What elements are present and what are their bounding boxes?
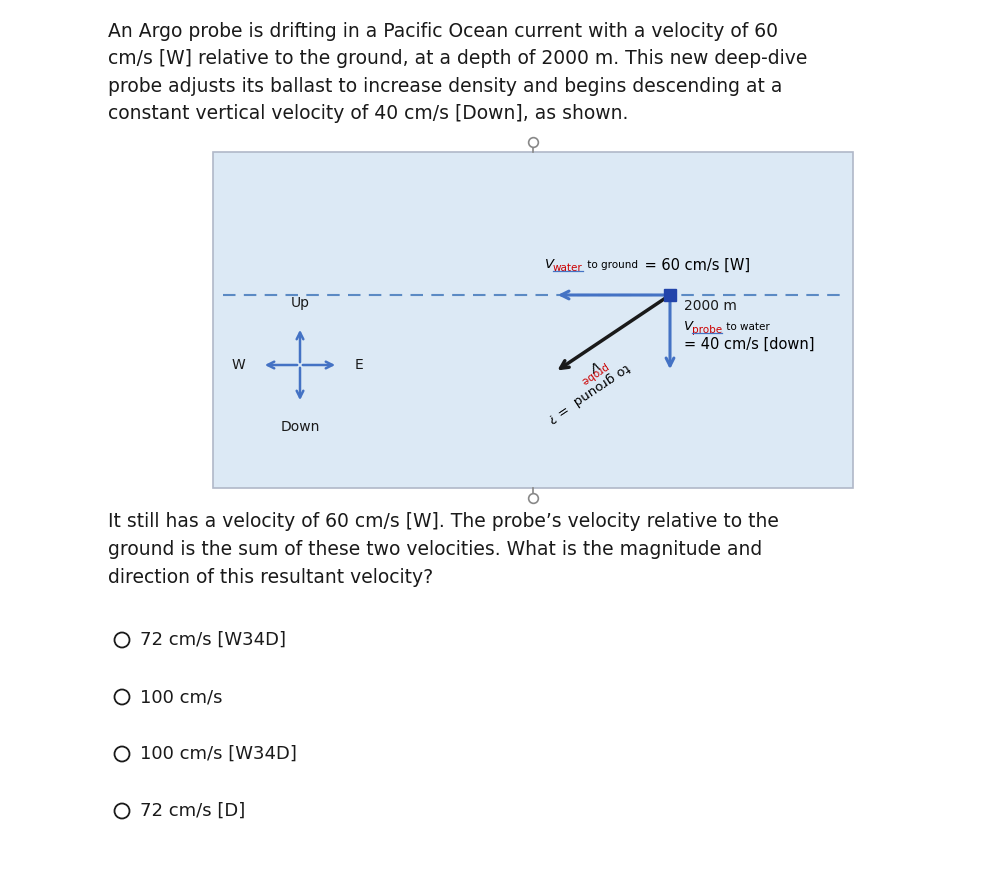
Circle shape bbox=[114, 690, 129, 704]
Text: V: V bbox=[585, 358, 600, 374]
Text: = 40 cm/s [down]: = 40 cm/s [down] bbox=[684, 337, 814, 352]
Text: probe: probe bbox=[692, 325, 722, 335]
Text: = 60 cm/s [W]: = 60 cm/s [W] bbox=[640, 257, 750, 272]
Text: 72 cm/s [W34D]: 72 cm/s [W34D] bbox=[140, 631, 286, 649]
Text: 100 cm/s: 100 cm/s bbox=[140, 688, 223, 706]
Text: to ground: to ground bbox=[584, 260, 638, 270]
Text: V: V bbox=[545, 258, 554, 271]
Text: E: E bbox=[355, 358, 364, 372]
Bar bbox=[213, 152, 853, 488]
Text: Down: Down bbox=[280, 420, 320, 434]
Text: An Argo probe is drifting in a Pacific Ocean current with a velocity of 60
cm/s : An Argo probe is drifting in a Pacific O… bbox=[108, 22, 807, 123]
Text: Up: Up bbox=[290, 296, 309, 310]
Text: 100 cm/s [W34D]: 100 cm/s [W34D] bbox=[140, 745, 297, 763]
Text: water: water bbox=[553, 263, 582, 273]
Text: W: W bbox=[232, 358, 245, 372]
Text: It still has a velocity of 60 cm/s [W]. The probe’s velocity relative to the
gro: It still has a velocity of 60 cm/s [W]. … bbox=[108, 512, 779, 587]
Text: to ground  = ?: to ground = ? bbox=[545, 358, 635, 424]
Circle shape bbox=[114, 803, 129, 818]
Circle shape bbox=[114, 746, 129, 761]
Text: V: V bbox=[684, 320, 693, 333]
Circle shape bbox=[114, 633, 129, 648]
Text: probe: probe bbox=[578, 361, 608, 387]
Text: 72 cm/s [D]: 72 cm/s [D] bbox=[140, 802, 246, 820]
Text: to water: to water bbox=[723, 322, 769, 332]
Text: 2000 m: 2000 m bbox=[684, 299, 737, 313]
